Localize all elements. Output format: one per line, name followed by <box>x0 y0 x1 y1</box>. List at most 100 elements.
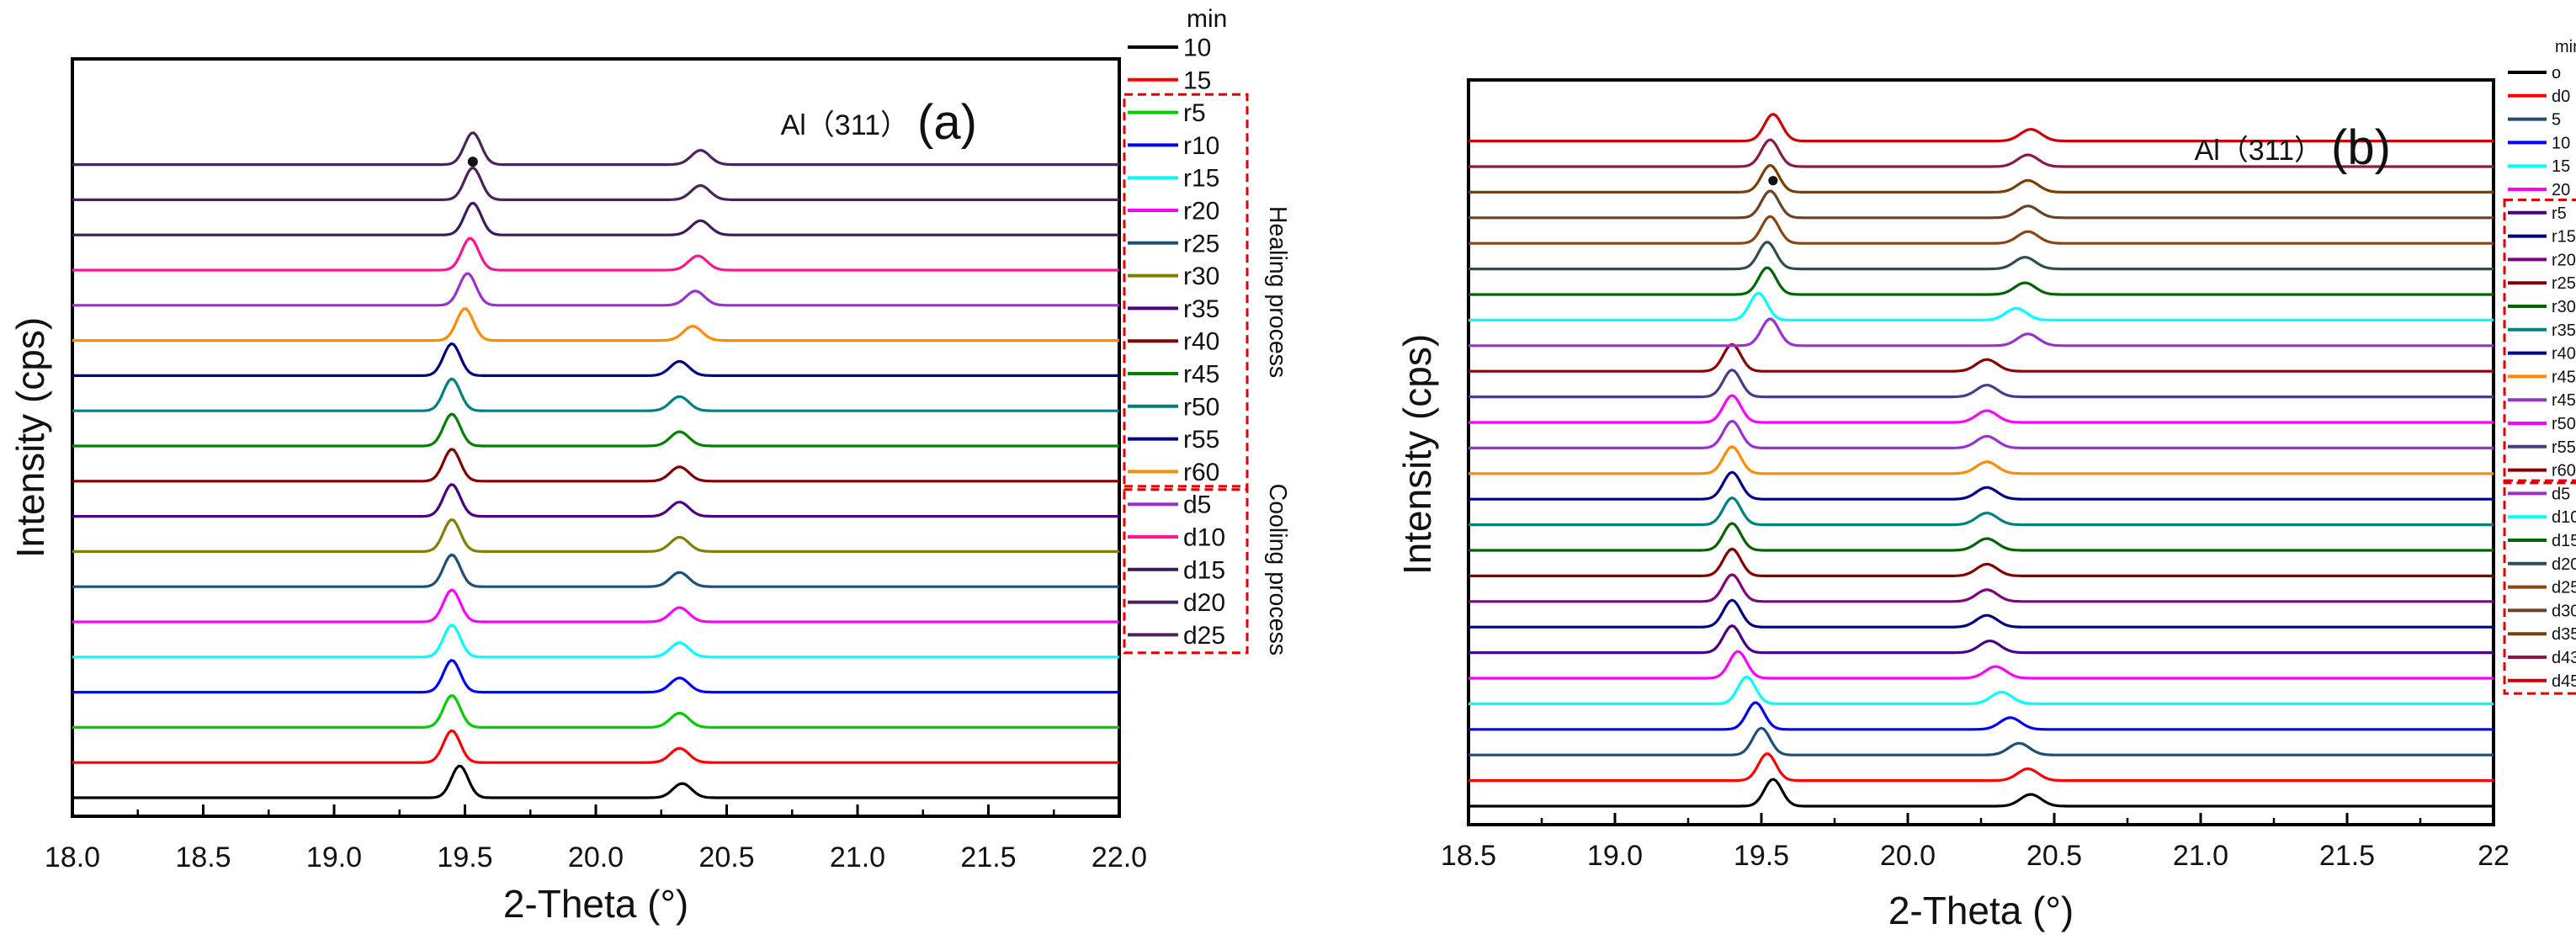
legend-group-box <box>2503 199 2576 485</box>
x-tick-label: 22.0 <box>1091 841 1147 873</box>
legend-label-r50: r50 <box>2552 415 2576 433</box>
series-line-15 <box>72 729 1119 764</box>
x-tick-label: 20.0 <box>1880 840 1936 872</box>
x-tick-label: 22 <box>2478 840 2510 872</box>
series-line-r60 <box>72 307 1119 342</box>
series-line-r50 <box>1469 394 2494 424</box>
panel-b-y-axis-title: Intensity (cps) <box>1395 334 1439 575</box>
legend-label-d45: d45 <box>2552 672 2576 691</box>
legend-title: min <box>1187 5 1227 33</box>
legend-label-d10: d10 <box>2552 508 2576 527</box>
legend-label-r20: r20 <box>2552 251 2576 269</box>
legend-label-d15: d15 <box>2552 532 2576 550</box>
series-line-r40 <box>1469 470 2494 501</box>
legend-group-label: Healing process <box>1264 206 1291 378</box>
series-line-r30 <box>1469 522 2494 552</box>
panel-a-x-ticks: 18.0 18.5 19.0 19.5 20.0 20.5 21.0 21.5 22.0 <box>45 804 1147 873</box>
panel-b-x-axis-title: 2-Theta (°) <box>1888 889 2074 932</box>
series-line-d5 <box>72 272 1119 307</box>
series-line-d20 <box>1469 241 2494 271</box>
panel-a-label: (a) <box>917 95 977 150</box>
series-line-r20 <box>1469 573 2494 603</box>
series-line-d25 <box>1469 215 2494 245</box>
legend-label-d25: d25 <box>2552 579 2576 597</box>
panel-b-chart: 18.5 19.0 19.5 20.0 20.5 21.0 21.5 22 Al（311） (… <box>1395 38 2576 932</box>
series-line-r55 <box>1469 368 2494 399</box>
legend-label-r5: r5 <box>1183 99 1206 127</box>
series-line-r25 <box>1469 547 2494 577</box>
series-line-o <box>1469 778 2494 808</box>
legend-title: min <box>2555 38 2576 56</box>
legend-label-d30: d30 <box>2552 602 2576 620</box>
x-tick-label: 21.5 <box>960 841 1016 873</box>
legend-label-r45: r45 <box>2552 368 2576 386</box>
x-tick-label: 20.5 <box>698 841 754 873</box>
legend-label-20: 20 <box>2552 181 2570 199</box>
series-line-r45 <box>1469 445 2494 475</box>
series-line-r25 <box>72 553 1119 588</box>
legend-label-r20: r20 <box>1183 198 1219 226</box>
legend-label-r30: r30 <box>1183 263 1219 290</box>
panel-a-title: Al（311） <box>781 109 909 141</box>
x-tick-label: 19.5 <box>1734 840 1789 872</box>
x-tick-label: 18.5 <box>175 841 231 873</box>
series-line-d10 <box>72 236 1119 272</box>
series-line-d35 <box>1469 163 2494 194</box>
series-line-15 <box>1469 675 2494 705</box>
series-line-d20 <box>72 166 1119 201</box>
series-line-r45 <box>1469 419 2494 449</box>
panel-a-y-axis-title: Intensity (cps) <box>8 317 52 558</box>
series-line-d10 <box>1469 291 2494 321</box>
panel-a-curves <box>72 131 1119 799</box>
legend-label-d0: d0 <box>2552 88 2570 106</box>
legend-label-d43: d43 <box>2552 649 2576 667</box>
x-tick-label: 18.0 <box>45 841 100 873</box>
legend-label-r30: r30 <box>2552 298 2576 316</box>
legend-label-d20: d20 <box>2552 555 2576 574</box>
series-line-d0 <box>1469 752 2494 783</box>
panel-b-curves <box>1469 112 2494 808</box>
legend-label-d5: d5 <box>1183 491 1211 519</box>
legend-label-r25: r25 <box>2552 274 2576 293</box>
series-line-r10 <box>72 658 1119 694</box>
series-line-10 <box>1469 701 2494 731</box>
series-line-r35 <box>1469 496 2494 527</box>
legend-label-r45: r45 <box>1183 361 1219 389</box>
legend-label-r50: r50 <box>1183 393 1219 421</box>
series-line-r5 <box>72 693 1119 729</box>
legend-label-r35: r35 <box>2552 321 2576 340</box>
series-line-r5 <box>1469 624 2494 655</box>
series-line-d5 <box>1469 317 2494 348</box>
legend-label-d10: d10 <box>1183 524 1225 552</box>
series-line-r50 <box>72 377 1119 412</box>
legend-label-r45: r45 <box>2552 391 2576 410</box>
legend-label-r25: r25 <box>1183 230 1219 257</box>
series-line-r55 <box>72 342 1119 377</box>
panel-b-x-ticks: 18.5 19.0 19.5 20.0 20.5 21.0 21.5 22 <box>1441 813 2510 872</box>
legend-label-15: 15 <box>1183 66 1211 94</box>
panel-b-title: Al（311） <box>2195 135 2323 167</box>
x-tick-label: 21.5 <box>2319 840 2375 872</box>
x-tick-label: 19.0 <box>1587 840 1643 872</box>
x-tick-label: 20.0 <box>568 841 624 873</box>
x-tick-label: 21.0 <box>830 841 885 873</box>
panel-a-chart: 18.0 18.5 19.0 19.5 20.0 20.5 21.0 21.5 22.0 Al（… <box>8 5 1291 926</box>
panel-b-label: (b) <box>2331 120 2391 175</box>
series-line-20 <box>1469 650 2494 680</box>
legend-label-d15: d15 <box>1183 556 1225 584</box>
legend-label-r40: r40 <box>1183 328 1219 356</box>
series-line-r20 <box>72 588 1119 624</box>
legend-label-r60: r60 <box>2552 462 2576 480</box>
series-line-r60 <box>1469 342 2494 373</box>
series-line-d30 <box>1469 189 2494 220</box>
series-line-r45 <box>72 412 1119 448</box>
series-line-d25 <box>72 131 1119 167</box>
legend-label-r55: r55 <box>2552 438 2576 457</box>
series-line-r35 <box>72 482 1119 518</box>
panel-a-peak-marker: ● <box>465 147 480 173</box>
legend-group-box <box>1123 485 1249 655</box>
legend-group-label: Cooling process <box>1264 484 1291 656</box>
series-line-d45 <box>1469 112 2494 143</box>
legend-label-o: o <box>2552 64 2561 82</box>
legend-label-15: 15 <box>2552 157 2570 176</box>
